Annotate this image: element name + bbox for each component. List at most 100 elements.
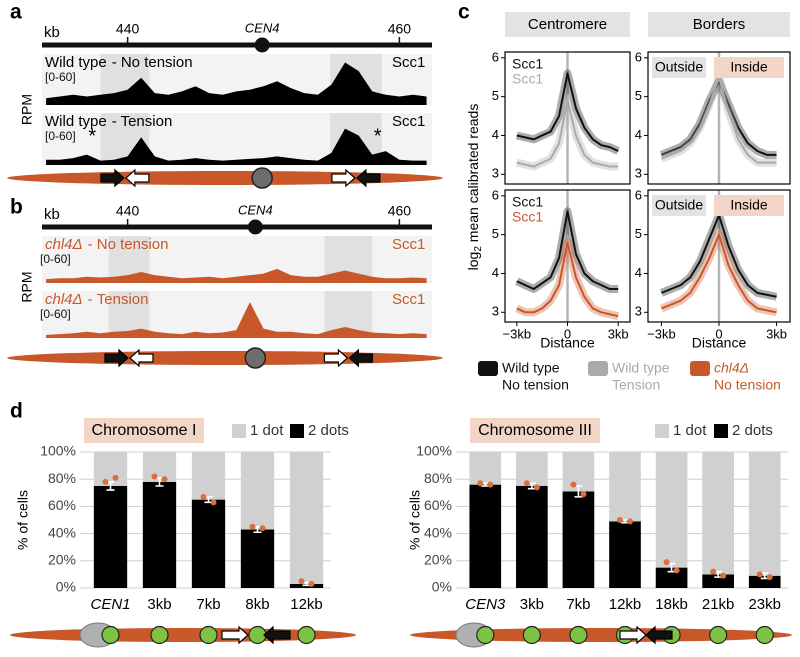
legend-label: Wild type [502,360,560,376]
column-header-box [505,12,630,37]
profile-line [516,72,619,152]
x-tick-label: 3kb [147,596,171,613]
region-label: Inside [730,197,768,213]
title-box [470,418,600,443]
legend-swatch [478,361,498,376]
y-tick-label: 3 [492,304,499,319]
y-axis-label: log2 mean calibrated reads [465,104,484,271]
bar-segment [93,486,128,588]
arrow [104,348,129,368]
annotation: * [374,125,382,147]
bar-segment [516,486,548,588]
y-tick-label: 3 [492,166,499,181]
legend-label: 2 dots [732,422,773,439]
panel-label: d [10,400,23,423]
region-label-box [652,195,706,216]
track-protein: Scc1 [392,236,425,253]
centromere-label: CEN4 [238,202,273,217]
y-tick-label: 4 [492,265,499,280]
y-label-sub: 2 [473,246,484,252]
x-tick-label: 21kb [702,596,735,613]
y-tick-label: 100% [40,443,76,459]
region-label-box [714,57,784,78]
replicate-dot [151,473,158,480]
plot-frame [504,51,631,185]
y-tick-label: 100% [416,443,452,459]
y-tick-label: 3 [635,166,642,181]
y-tick-label: 40% [424,524,452,540]
track-condition: - Tension [112,113,173,130]
y-tick-label: 3 [635,304,642,319]
legend-label: Wild type [612,360,670,376]
legend-label: chl4Δ [714,360,749,376]
y-tick-label: 4 [635,265,642,280]
arrow [331,168,356,188]
array-marker [199,625,218,645]
profile-line [516,99,619,168]
track-genotype: Wild type [45,54,107,71]
bar-segment [191,452,226,500]
column-header: Centromere [528,16,607,33]
x-tick-label: 440 [116,21,140,37]
array-marker [476,625,495,645]
bar-segment [142,481,177,588]
chromosome-cartoon [410,628,792,642]
arrow [100,168,125,188]
replicate-dot [766,574,773,581]
replicate-dot [249,523,256,530]
y-axis-label: % of cells [407,490,423,550]
replicate-dot [720,572,727,579]
replicate-dot [161,476,168,483]
region-label-box [714,195,784,216]
arrow [619,625,647,645]
legend-label: Scc1 [512,194,543,210]
signal-track [46,301,427,338]
x-tick-label: 12kb [290,596,323,613]
x-tick-label: 0 [564,326,571,341]
centromere-label: CEN4 [245,20,280,35]
track-genotype: Wild type [45,113,107,130]
track-protein: Scc1 [392,291,425,308]
panel-label: b [10,196,23,219]
array-marker [101,625,120,645]
bar-segment [191,499,226,588]
arrow [355,168,381,188]
array-marker [569,625,588,645]
x-axis-label: Distance [540,335,595,351]
annotation: * [88,125,96,147]
bar-segment [93,452,128,486]
legend-swatch [714,424,728,438]
track-protein: Scc1 [392,113,425,130]
array-marker [150,625,169,645]
centromere-cartoon [251,167,273,189]
track-protein: Scc1 [392,54,425,71]
x-tick-label: CEN3 [465,596,506,613]
replicate-dot [617,517,623,523]
arrow [645,625,673,645]
plot-frame [647,189,791,323]
x-tick-label: −3kb [647,326,676,341]
y-label-rest: mean calibrated reads [465,104,481,246]
track-label: Wild type - No tension [45,54,193,71]
array-marker [755,625,774,645]
y-tick-label: 0% [432,579,452,595]
y-axis-label: RPM [19,94,35,125]
track-range: [0-60] [40,252,71,266]
track-genotype: chl4Δ [45,236,83,253]
y-label-base: log [465,252,481,271]
x-tick-label: 460 [388,203,412,219]
legend-label: 1 dot [673,422,707,439]
replicate-dot [102,478,109,485]
region-label: Outside [655,59,703,75]
y-tick-label: 6 [492,187,499,202]
bar-segment [655,452,688,568]
legend-label: 1 dot [250,422,284,439]
column-header-box [648,12,790,37]
replicate-dot [112,474,119,481]
profile-line [661,80,777,156]
region-label: Outside [655,197,703,213]
region-label-box [652,57,706,78]
y-tick-label: 6 [635,49,642,64]
bar-segment [516,452,548,486]
